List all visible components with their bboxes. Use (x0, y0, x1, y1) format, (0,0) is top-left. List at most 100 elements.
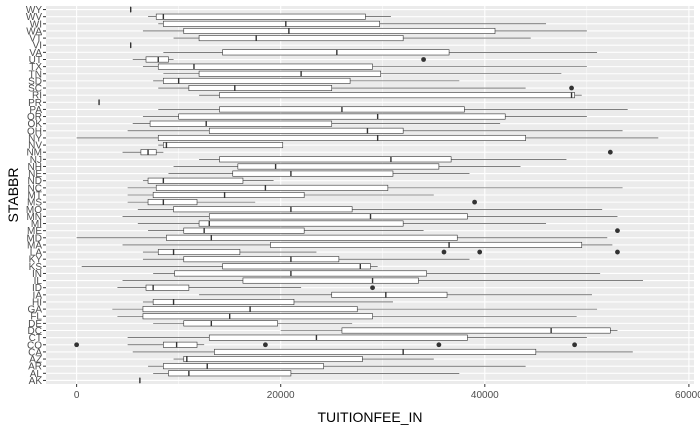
y-tick-label: ID (32, 283, 42, 294)
x-tick-label: 0 (74, 390, 80, 401)
box-az (173, 356, 434, 363)
box-nd (142, 177, 274, 184)
box-me (148, 227, 620, 234)
y-tick-label: MN (26, 212, 42, 223)
y-tick-label: KS (29, 262, 43, 273)
box-nj (199, 156, 567, 163)
box-iqr (163, 142, 284, 149)
box-iqr (183, 320, 278, 327)
outlier-point (441, 249, 447, 255)
box-iqr (157, 63, 373, 70)
y-tick-label: IL (34, 276, 43, 287)
y-tick-label: LA (30, 248, 43, 259)
y-tick-label: VA (29, 48, 42, 59)
box-ri (199, 92, 582, 99)
box-iqr (163, 20, 380, 27)
box-iqr (163, 77, 351, 84)
box-iqr (163, 341, 198, 348)
y-tick-label: PA (29, 105, 42, 116)
box-ky (142, 256, 470, 263)
box-ks (81, 263, 378, 270)
box-iqr (208, 334, 468, 341)
box-iqr (237, 163, 440, 170)
outlier-point (572, 342, 578, 348)
y-tick-label: RI (32, 91, 42, 102)
box-ne (168, 170, 470, 177)
box-il (122, 277, 643, 284)
box-iqr (149, 120, 333, 127)
box-wi (158, 20, 547, 27)
y-tick-label: FL (30, 312, 42, 323)
y-tick-label: MT (28, 191, 42, 202)
x-axis-title: TUITIONFEE_IN (317, 409, 422, 425)
box-co (74, 341, 578, 348)
y-tick-label: SC (28, 84, 42, 95)
box-iqr (173, 206, 353, 213)
box-iqr (341, 327, 611, 334)
box-ar (148, 363, 526, 370)
outlier-point (421, 57, 426, 62)
y-tick-label: AZ (29, 355, 42, 366)
box-iqr (198, 220, 404, 227)
box-iqr (178, 113, 506, 120)
y-tick-label: MA (27, 240, 42, 251)
box-wa (142, 27, 587, 34)
boxes (74, 6, 659, 384)
box-pa (158, 106, 628, 113)
box-dc (280, 327, 618, 334)
y-tick-label: CO (27, 340, 42, 351)
box-md (76, 234, 608, 241)
box-iqr (219, 92, 575, 99)
x-tick-label: 60000 (675, 390, 700, 401)
box-iqr (145, 56, 169, 63)
y-tick-label: CA (28, 347, 42, 358)
box-iqr (183, 227, 305, 234)
box-mi (137, 220, 547, 227)
box-iqr (183, 356, 363, 363)
y-tick-label: KY (29, 255, 43, 266)
box-ms (127, 199, 477, 206)
outlier-point (74, 342, 80, 348)
box-id (117, 284, 375, 291)
y-tick-label: MS (27, 198, 42, 209)
x-tick-label: 40000 (471, 390, 499, 401)
box-iqr (188, 85, 333, 91)
box-nh (173, 163, 521, 170)
box-iqr (142, 313, 373, 320)
box-iqr (208, 213, 468, 220)
box-iqr (174, 270, 427, 277)
box-sc (158, 85, 574, 91)
box-ct (127, 334, 587, 341)
y-tick-label: MD (26, 233, 42, 244)
y-tick-label: OR (27, 112, 42, 123)
box-iqr (163, 363, 324, 370)
y-tick-label: UT (29, 55, 42, 66)
y-tick-label: GA (28, 305, 43, 316)
box-wv (148, 13, 391, 20)
box-iqr (145, 284, 190, 291)
box-nc (127, 184, 623, 191)
y-tick-label: AR (28, 362, 42, 373)
y-tick-label: ND (28, 176, 42, 187)
outlier-point (615, 249, 620, 255)
box-iqr (232, 170, 394, 177)
box-mt (127, 192, 434, 198)
box-de (153, 320, 353, 327)
box-tx (142, 63, 587, 70)
box-iqr (183, 256, 340, 263)
box-iqr (214, 348, 537, 355)
y-tick-label: NM (26, 148, 42, 159)
box-iqr (198, 35, 404, 42)
y-tick-label: TX (29, 62, 42, 73)
y-tick-label: DC (28, 326, 42, 337)
box-ok (132, 120, 501, 127)
box-mn (122, 213, 618, 220)
y-tick-label: NV (28, 141, 42, 152)
box-vt (173, 35, 531, 42)
y-tick-label: WI (30, 19, 42, 30)
box-iqr (155, 13, 366, 20)
box-iqr (152, 192, 305, 198)
box-iqr (219, 156, 452, 163)
y-tick-label: MO (26, 205, 42, 216)
